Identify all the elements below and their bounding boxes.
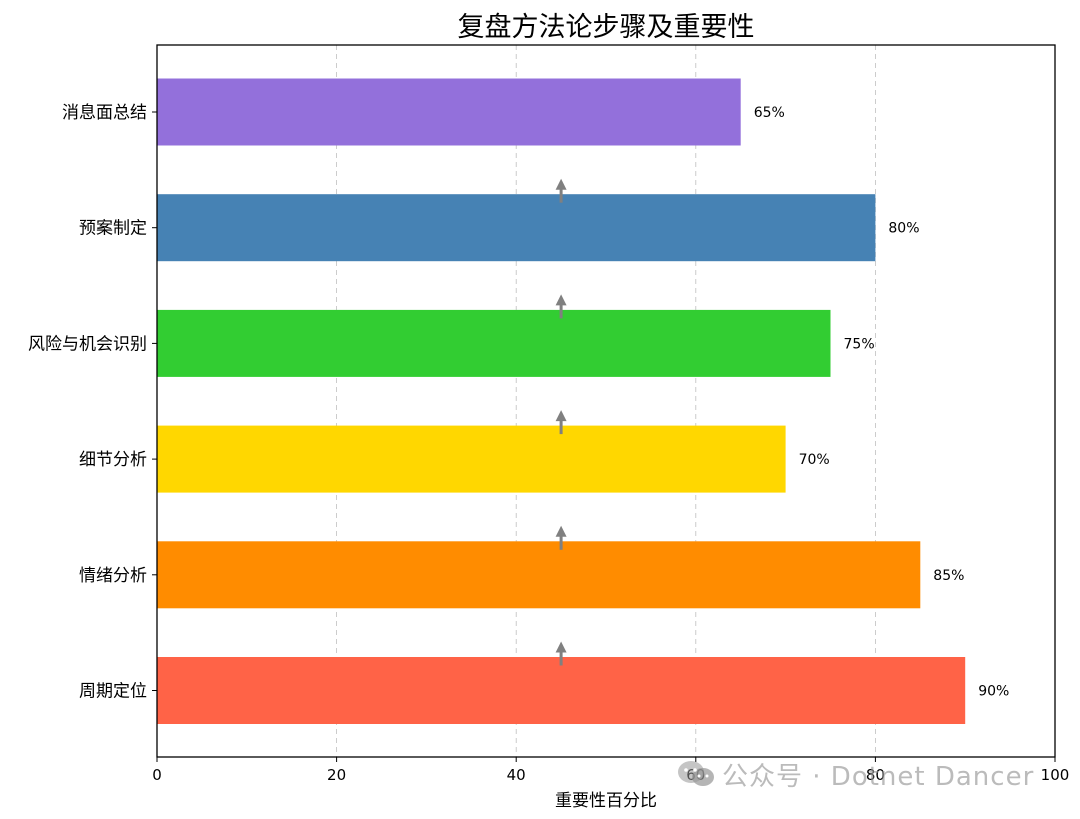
arrows <box>555 178 567 666</box>
x-axis-label: 重要性百分比 <box>555 791 657 811</box>
arrow-head <box>555 410 567 422</box>
y-tick-label: 周期定位 <box>79 682 147 702</box>
data-label: 65% <box>754 105 785 121</box>
y-axis-ticks: 周期定位 情绪分析 细节分析 风险与机会识别 预案制定 消息面总结 <box>28 103 157 702</box>
data-label: 70% <box>799 452 830 468</box>
y-tick-label: 情绪分析 <box>79 566 147 586</box>
data-labels: 90% 85% 70% 75% 80% 65% <box>754 105 1010 700</box>
y-tick-label: 风险与机会识别 <box>28 334 147 354</box>
wechat-icon <box>676 759 716 796</box>
data-label: 85% <box>933 568 964 584</box>
x-tick-label: 20 <box>327 766 346 784</box>
bar <box>157 78 741 146</box>
arrow-head <box>555 641 567 653</box>
bar <box>157 194 876 262</box>
x-tick-label: 0 <box>152 766 162 784</box>
arrow-head <box>555 525 567 537</box>
arrow-head <box>555 294 567 306</box>
x-tick-label: 40 <box>507 766 526 784</box>
bars <box>157 78 966 724</box>
arrow-head <box>555 178 567 190</box>
data-label: 80% <box>888 221 919 237</box>
bar <box>157 541 921 609</box>
y-tick-label: 细节分析 <box>79 450 147 470</box>
bar <box>157 657 966 724</box>
x-tick-label: 100 <box>1041 766 1070 784</box>
y-tick-label: 消息面总结 <box>62 103 147 123</box>
x-tick-label: 80 <box>866 766 885 784</box>
watermark: 公众号 · Dotnet Dancer <box>676 756 1034 796</box>
data-label: 90% <box>978 684 1009 700</box>
y-tick-label: 预案制定 <box>79 219 147 239</box>
data-label: 75% <box>844 336 875 352</box>
bar <box>157 425 786 493</box>
bar <box>157 309 831 377</box>
grid-lines <box>156 45 1056 757</box>
chart-title: 复盘方法论步骤及重要性 <box>458 12 755 43</box>
plot-frame <box>156 44 1056 758</box>
watermark-text: 公众号 · Dotnet Dancer <box>722 762 1035 792</box>
